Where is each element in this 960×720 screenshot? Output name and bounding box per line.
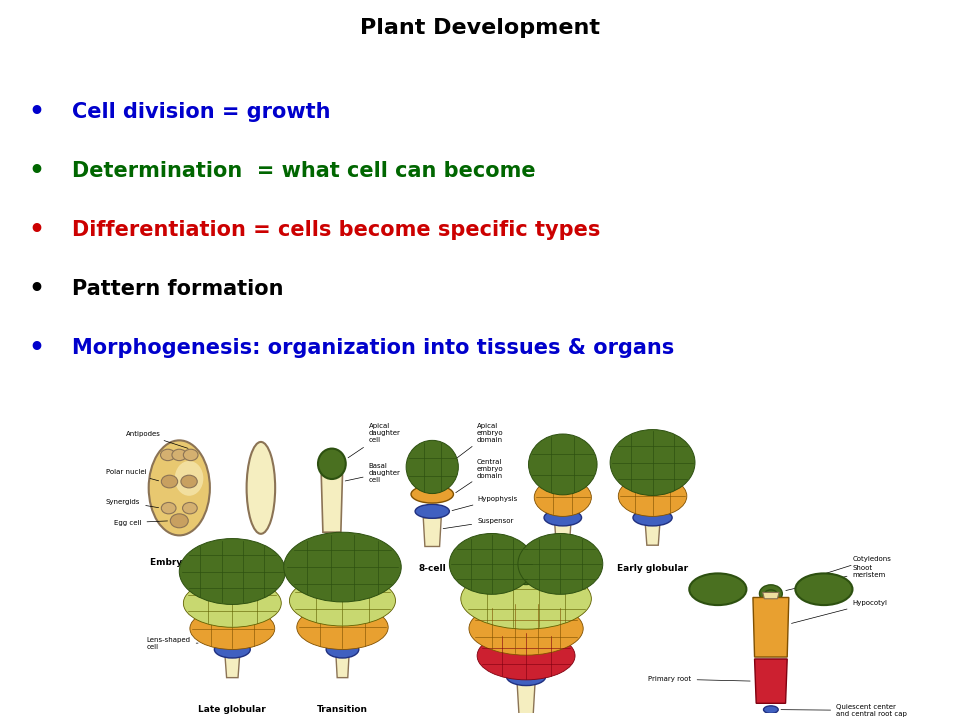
Ellipse shape — [183, 579, 281, 627]
Ellipse shape — [175, 461, 204, 496]
Text: Shoot
meristem: Shoot meristem — [786, 564, 886, 590]
Text: Egg cell: Egg cell — [114, 520, 168, 526]
Circle shape — [172, 449, 186, 461]
Text: Polar nuclei: Polar nuclei — [106, 469, 158, 481]
Text: Transition: Transition — [317, 705, 368, 714]
Text: Zygote: Zygote — [243, 557, 278, 567]
Ellipse shape — [190, 608, 275, 649]
Text: 1-cell: 1-cell — [318, 557, 346, 567]
Text: Differentiation = cells become specific types: Differentiation = cells become specific … — [72, 220, 600, 240]
Text: 8-cell: 8-cell — [419, 564, 446, 573]
Text: Cotyledons: Cotyledons — [819, 556, 891, 576]
Ellipse shape — [214, 641, 251, 658]
Ellipse shape — [529, 434, 597, 495]
Ellipse shape — [415, 504, 449, 518]
Text: Primary root: Primary root — [649, 676, 750, 682]
Text: Cell division = growth: Cell division = growth — [72, 102, 330, 122]
Text: 16-cell: 16-cell — [546, 564, 580, 573]
Circle shape — [161, 503, 176, 514]
Ellipse shape — [406, 441, 458, 494]
Text: Antipodes: Antipodes — [127, 431, 188, 449]
Ellipse shape — [297, 605, 388, 649]
Text: •: • — [29, 217, 44, 242]
Ellipse shape — [247, 442, 276, 534]
Ellipse shape — [290, 575, 396, 626]
Circle shape — [180, 475, 197, 488]
Text: Morphogenesis: organization into tissues & organs: Morphogenesis: organization into tissues… — [72, 338, 674, 358]
Ellipse shape — [544, 510, 582, 526]
Ellipse shape — [633, 510, 672, 526]
Polygon shape — [755, 659, 787, 703]
Ellipse shape — [618, 476, 686, 516]
Polygon shape — [555, 522, 571, 546]
Text: Determination  = what cell can become: Determination = what cell can become — [72, 161, 536, 181]
Polygon shape — [322, 475, 343, 532]
Ellipse shape — [411, 485, 453, 503]
Circle shape — [161, 475, 178, 488]
Text: Apical
daughter
cell: Apical daughter cell — [348, 423, 400, 458]
Text: •: • — [29, 99, 44, 124]
Circle shape — [170, 514, 188, 528]
Text: Late globular: Late globular — [199, 705, 266, 714]
Text: Suspensor: Suspensor — [444, 518, 514, 528]
Text: Hypophysis: Hypophysis — [452, 495, 517, 510]
Text: Hypocotyl: Hypocotyl — [792, 600, 887, 624]
Ellipse shape — [795, 573, 852, 605]
Ellipse shape — [326, 641, 359, 658]
Ellipse shape — [763, 706, 779, 714]
Ellipse shape — [469, 602, 584, 655]
Ellipse shape — [759, 585, 782, 603]
Text: Basal
daughter
cell: Basal daughter cell — [346, 462, 400, 482]
Polygon shape — [423, 518, 442, 546]
Polygon shape — [753, 598, 789, 657]
Ellipse shape — [611, 430, 695, 495]
Ellipse shape — [534, 478, 591, 516]
Text: Early globular: Early globular — [617, 564, 688, 573]
Ellipse shape — [477, 631, 575, 680]
Ellipse shape — [689, 573, 747, 605]
Text: Apical
embryo
domain: Apical embryo domain — [457, 423, 504, 458]
Ellipse shape — [318, 449, 346, 479]
Text: Embryo sac: Embryo sac — [150, 557, 208, 567]
Circle shape — [182, 503, 197, 514]
Polygon shape — [336, 655, 349, 678]
Ellipse shape — [512, 562, 540, 585]
Text: •: • — [29, 336, 44, 360]
Text: •: • — [29, 158, 44, 183]
Ellipse shape — [149, 441, 210, 536]
Polygon shape — [225, 655, 240, 678]
Text: Synergids: Synergids — [106, 499, 158, 508]
Text: Quiescent center
and central root cap: Quiescent center and central root cap — [781, 704, 907, 717]
Ellipse shape — [180, 539, 285, 605]
Text: Central
embryo
domain: Central embryo domain — [456, 459, 504, 492]
Ellipse shape — [284, 532, 401, 602]
Circle shape — [160, 449, 175, 461]
Polygon shape — [762, 593, 780, 599]
Ellipse shape — [449, 534, 534, 594]
Ellipse shape — [518, 534, 603, 594]
Circle shape — [183, 449, 198, 461]
Polygon shape — [517, 683, 535, 718]
Text: Pattern formation: Pattern formation — [72, 279, 283, 299]
Ellipse shape — [765, 590, 777, 598]
Ellipse shape — [507, 668, 545, 685]
Ellipse shape — [461, 568, 591, 629]
Text: •: • — [29, 276, 44, 301]
Polygon shape — [645, 523, 660, 545]
Text: Plant Development: Plant Development — [360, 18, 600, 38]
Text: Lens-shaped
cell: Lens-shaped cell — [147, 637, 198, 650]
